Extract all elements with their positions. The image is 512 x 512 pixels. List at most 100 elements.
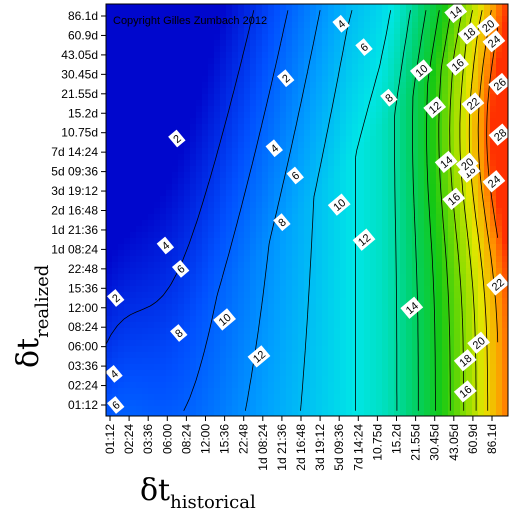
x-tick-label: 1d 21:36 (275, 424, 289, 471)
heat-cell (166, 106, 173, 113)
heat-cell (190, 40, 197, 47)
heat-cell (484, 10, 491, 17)
heat-cell (280, 46, 287, 53)
heat-cell (214, 298, 221, 305)
heat-cell (370, 286, 377, 293)
heat-cell (112, 106, 119, 113)
heat-cell (214, 328, 221, 335)
heat-cell (250, 250, 257, 257)
heat-cell (112, 178, 119, 185)
heat-cell (436, 40, 443, 47)
heat-cell (442, 256, 449, 263)
heat-cell (130, 76, 137, 83)
heat-cell (388, 82, 395, 89)
heat-cell (190, 316, 197, 323)
heat-cell (460, 46, 467, 53)
heat-cell (406, 124, 413, 131)
heat-cell (490, 70, 497, 77)
heat-cell (454, 154, 461, 161)
heat-cell (412, 202, 419, 209)
heat-cell (106, 178, 113, 185)
heat-cell (412, 34, 419, 41)
heat-cell (358, 328, 365, 335)
heat-cell (346, 412, 353, 416)
heat-cell (106, 58, 113, 65)
heat-cell (130, 238, 137, 245)
heat-cell (328, 244, 335, 251)
heat-cell (340, 376, 347, 383)
heat-cell (298, 328, 305, 335)
heat-cell (370, 160, 377, 167)
heat-cell (406, 382, 413, 389)
heat-cell (220, 196, 227, 203)
heat-cell (418, 298, 425, 305)
heat-cell (406, 286, 413, 293)
heat-cell (322, 82, 329, 89)
heat-cell (124, 202, 131, 209)
heat-cell (106, 352, 113, 359)
heat-cell (280, 238, 287, 245)
heat-cell (364, 112, 371, 119)
heat-cell (454, 118, 461, 125)
heat-cell (388, 64, 395, 71)
x-tick-label: 5d 09:36 (332, 424, 346, 471)
heat-cell (148, 112, 155, 119)
heat-cell (268, 46, 275, 53)
heat-cell (172, 370, 179, 377)
heat-cell (424, 382, 431, 389)
heat-cell (142, 184, 149, 191)
heat-cell (328, 16, 335, 23)
heat-cell (328, 328, 335, 335)
heat-cell (298, 412, 305, 416)
heat-cell (436, 28, 443, 35)
heat-cell (388, 232, 395, 239)
heat-cell (250, 370, 257, 377)
heat-cell (502, 292, 508, 299)
heat-cell (220, 184, 227, 191)
heat-cell (220, 58, 227, 65)
heat-cell (376, 58, 383, 65)
heat-cell (130, 316, 137, 323)
heat-cell (304, 256, 311, 263)
heat-cell (214, 310, 221, 317)
heat-cell (418, 184, 425, 191)
heat-cell (478, 400, 485, 407)
heat-cell (250, 202, 257, 209)
heat-cell (418, 376, 425, 383)
heat-cell (172, 232, 179, 239)
heat-cell (454, 292, 461, 299)
heat-cell (160, 352, 167, 359)
heat-cell (484, 328, 491, 335)
heat-cell (226, 370, 233, 377)
heat-cell (484, 274, 491, 281)
heat-cell (334, 184, 341, 191)
heat-cell (436, 22, 443, 29)
heat-cell (226, 328, 233, 335)
heat-cell (358, 226, 365, 233)
heat-cell (334, 388, 341, 395)
heat-cell (160, 154, 167, 161)
heat-cell (340, 148, 347, 155)
heat-cell (208, 208, 215, 215)
heat-cell (274, 316, 281, 323)
heat-cell (382, 286, 389, 293)
heat-cell (250, 298, 257, 305)
heat-cell (184, 190, 191, 197)
contour-label-box (355, 38, 373, 57)
heat-cell (220, 358, 227, 365)
heat-cell (244, 220, 251, 227)
heat-cell (184, 226, 191, 233)
heat-cell (148, 148, 155, 155)
heat-cell (250, 172, 257, 179)
heat-cell (130, 172, 137, 179)
heat-cell (274, 334, 281, 341)
heat-cell (268, 346, 275, 353)
heat-cell (406, 64, 413, 71)
heat-cell (484, 406, 491, 413)
heat-cell (424, 400, 431, 407)
heat-cell (238, 232, 245, 239)
heat-cell (298, 190, 305, 197)
heat-cell (382, 244, 389, 251)
contour-label: 4 (332, 14, 350, 33)
heat-cell (274, 238, 281, 245)
